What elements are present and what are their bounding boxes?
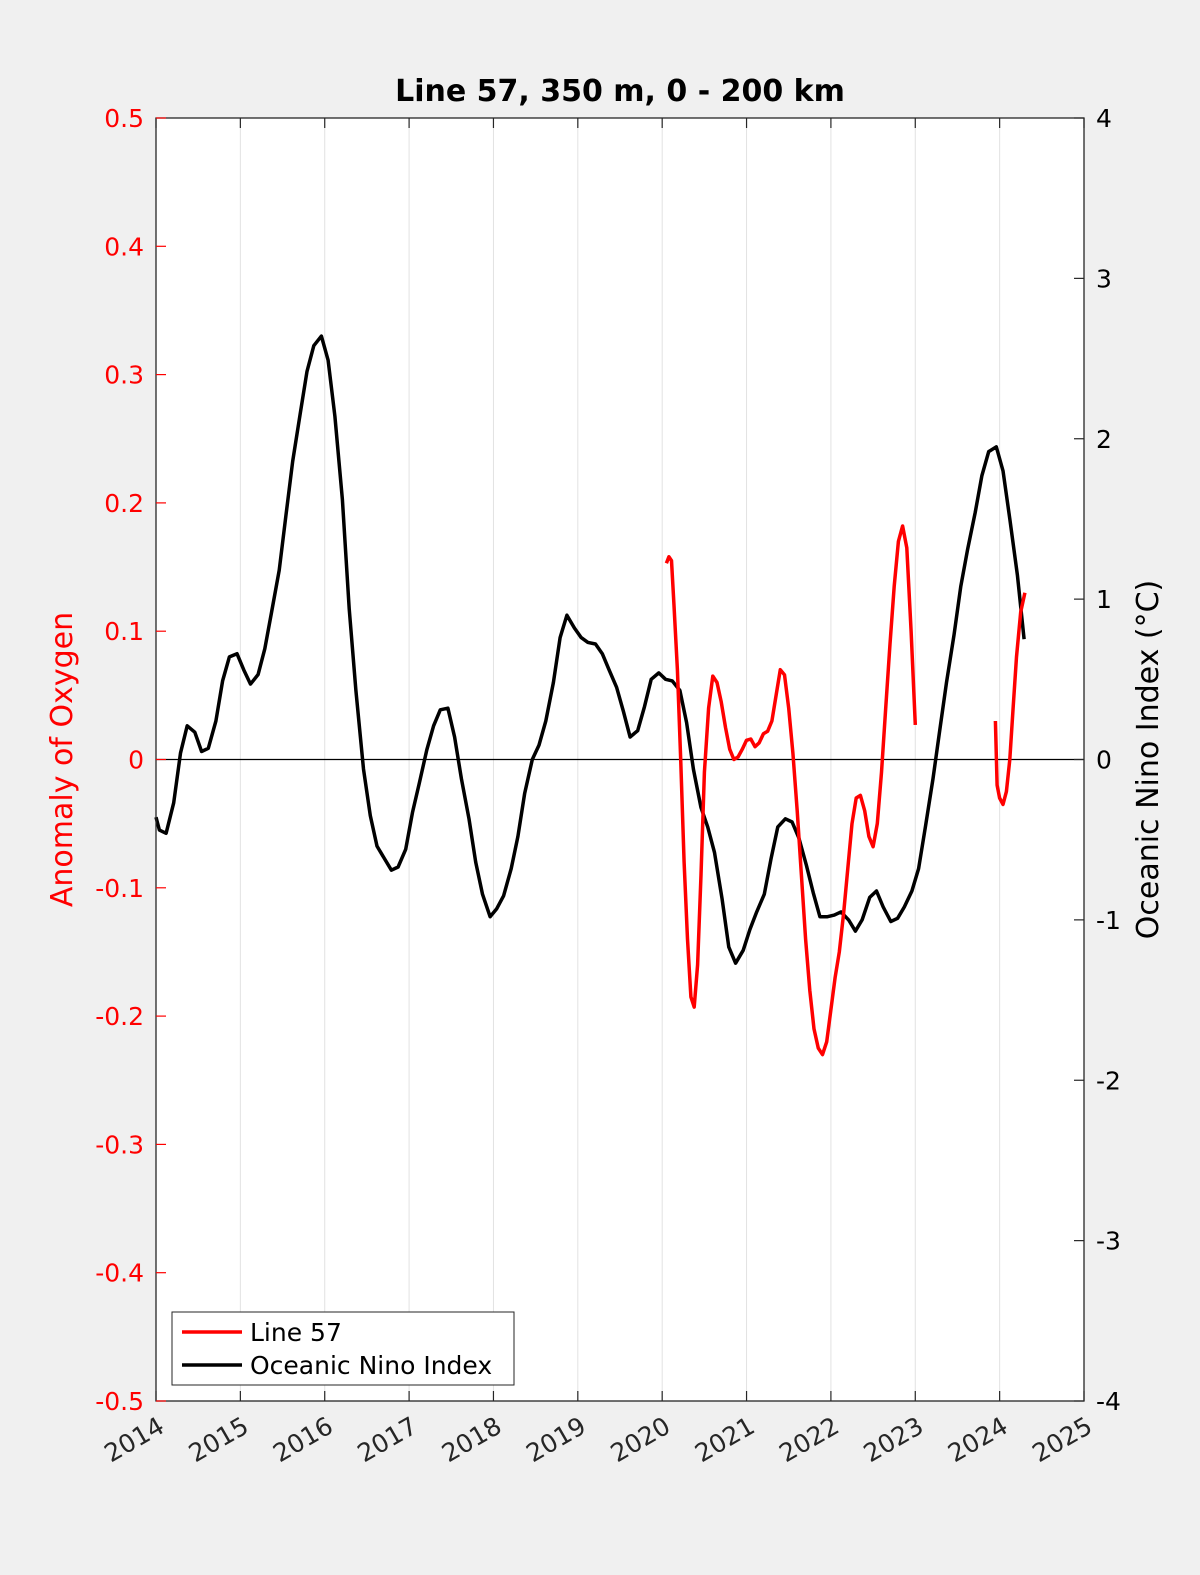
y-left-tick-label: 0.2 bbox=[104, 489, 144, 518]
y-left-tick-label: -0.3 bbox=[95, 1130, 144, 1159]
y-right-tick-label: -1 bbox=[1096, 906, 1121, 935]
y-right-tick-label: -3 bbox=[1096, 1227, 1121, 1256]
y-left-tick-label: 0.3 bbox=[104, 361, 144, 390]
legend-label-oni: Oceanic Nino Index bbox=[250, 1351, 492, 1380]
y-axis-left-label: Anomaly of Oxygen bbox=[45, 612, 80, 907]
y-right-tick-label: -2 bbox=[1096, 1066, 1121, 1095]
y-right-tick-label: -4 bbox=[1096, 1387, 1121, 1416]
y-left-tick-label: -0.1 bbox=[95, 874, 144, 903]
series-layer bbox=[154, 334, 1027, 1057]
y-axis-right-label: Oceanic Nino Index (°C) bbox=[1131, 580, 1166, 940]
y-right-tick-label: 1 bbox=[1096, 585, 1112, 614]
y-left-tick-label: -0.2 bbox=[95, 1002, 144, 1031]
y-left-tick-label: 0.1 bbox=[104, 617, 144, 646]
y-left-tick-label: -0.5 bbox=[95, 1387, 144, 1416]
y-right-tick-label: 0 bbox=[1096, 746, 1112, 775]
legend-box bbox=[171, 1311, 515, 1386]
line57-series-line bbox=[664, 524, 918, 1057]
y-left-tick-label: 0 bbox=[128, 746, 144, 775]
line57-series-line bbox=[993, 592, 1027, 807]
y-right-tick-label: 3 bbox=[1096, 264, 1112, 293]
legend-label-line57: Line 57 bbox=[250, 1318, 342, 1347]
y-left-tick-label: -0.4 bbox=[95, 1259, 144, 1288]
y-left-tick-label: 0.4 bbox=[104, 232, 144, 261]
y-left-tick-label: 0.5 bbox=[104, 104, 144, 133]
oni-series-line bbox=[154, 334, 1026, 965]
y-right-tick-label: 4 bbox=[1096, 104, 1112, 133]
legend: Line 57 Oceanic Nino Index bbox=[171, 1311, 515, 1386]
y-right-tick-label: 2 bbox=[1096, 425, 1112, 454]
chart-title: Line 57, 350 m, 0 - 200 km bbox=[395, 74, 845, 109]
